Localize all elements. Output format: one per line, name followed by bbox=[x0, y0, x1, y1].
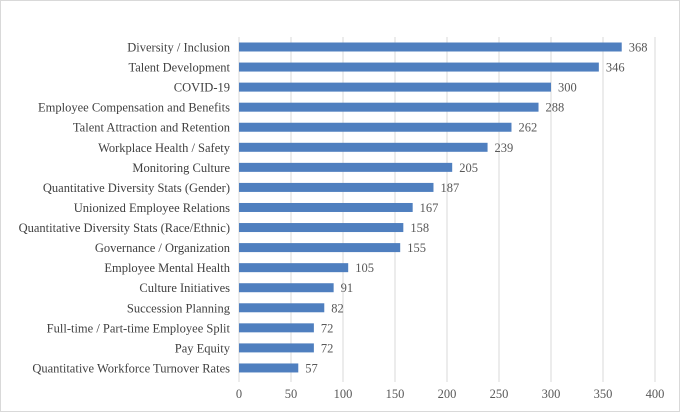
category-label-succession-planning: Succession Planning bbox=[127, 301, 231, 315]
category-labels: Diversity / Inclusion Talent Development C… bbox=[19, 41, 231, 376]
category-label-talent-attraction-and-retention: Talent Attraction and Retention bbox=[73, 121, 231, 135]
x-tick-label-300: 300 bbox=[542, 387, 561, 401]
x-axis-tick-labels: 0 50 100 150 200 250 300 350 400 bbox=[236, 387, 665, 401]
gridlines bbox=[238, 37, 656, 382]
category-label-employee-compensation-and-benefits: Employee Compensation and Benefits bbox=[38, 101, 230, 115]
data-label-quantitative-diversity-stats-race-ethnic: 158 bbox=[410, 221, 429, 235]
category-label-unionized-employee-relations: Unionized Employee Relations bbox=[74, 201, 230, 215]
x-tick-label-100: 100 bbox=[334, 387, 353, 401]
data-label-employee-compensation-and-benefits: 288 bbox=[546, 101, 565, 115]
category-label-quantitative-diversity-stats-race-ethnic: Quantitative Diversity Stats (Race/Ethni… bbox=[19, 221, 230, 235]
bar-talent-development bbox=[239, 62, 599, 72]
x-tick-label-400: 400 bbox=[646, 387, 665, 401]
category-label-governance-organization: Governance / Organization bbox=[95, 241, 231, 255]
category-label-culture-initiatives: Culture Initiatives bbox=[139, 281, 230, 295]
data-label-monitoring-culture: 205 bbox=[459, 161, 478, 175]
category-label-covid-19: COVID-19 bbox=[174, 81, 230, 95]
bar-monitoring-culture bbox=[239, 162, 453, 172]
bar-workplace-health-safety bbox=[239, 142, 488, 152]
category-label-full-time-part-time-employee-split: Full-time / Part-time Employee Split bbox=[47, 321, 231, 335]
data-label-full-time-part-time-employee-split: 72 bbox=[321, 321, 334, 335]
bars bbox=[239, 42, 622, 373]
bar-covid-19 bbox=[239, 82, 551, 92]
category-label-monitoring-culture: Monitoring Culture bbox=[132, 161, 230, 175]
x-tick-label-150: 150 bbox=[386, 387, 405, 401]
data-label-talent-attraction-and-retention: 262 bbox=[518, 121, 537, 135]
category-label-workplace-health-safety: Workplace Health / Safety bbox=[98, 141, 231, 155]
x-tick-label-200: 200 bbox=[438, 387, 457, 401]
bar-quantitative-diversity-stats-race-ethnic bbox=[239, 223, 404, 233]
category-label-pay-equity: Pay Equity bbox=[175, 341, 231, 355]
category-label-diversity-inclusion: Diversity / Inclusion bbox=[127, 41, 231, 55]
data-label-employee-mental-health: 105 bbox=[355, 261, 374, 275]
x-tick-label-0: 0 bbox=[236, 387, 242, 401]
data-label-governance-organization: 155 bbox=[407, 241, 426, 255]
data-label-talent-development: 346 bbox=[606, 61, 625, 75]
category-label-quantitative-workforce-turnover-rates: Quantitative Workforce Turnover Rates bbox=[32, 361, 230, 375]
data-label-succession-planning: 82 bbox=[331, 301, 344, 315]
category-label-employee-mental-health: Employee Mental Health bbox=[104, 261, 230, 275]
bar-diversity-inclusion bbox=[239, 42, 622, 52]
data-label-quantitative-workforce-turnover-rates: 57 bbox=[305, 361, 318, 375]
category-label-quantitative-diversity-stats-gender: Quantitative Diversity Stats (Gender) bbox=[43, 181, 230, 195]
data-label-quantitative-diversity-stats-gender: 187 bbox=[440, 181, 459, 195]
bar-employee-compensation-and-benefits bbox=[239, 102, 539, 112]
data-label-covid-19: 300 bbox=[558, 81, 577, 95]
bar-talent-attraction-and-retention bbox=[239, 122, 512, 132]
bar-quantitative-workforce-turnover-rates bbox=[239, 363, 299, 373]
bar-employee-mental-health bbox=[239, 263, 349, 273]
data-label-workplace-health-safety: 239 bbox=[495, 141, 514, 155]
bar-unionized-employee-relations bbox=[239, 202, 413, 212]
data-label-culture-initiatives: 91 bbox=[341, 281, 354, 295]
data-label-unionized-employee-relations: 167 bbox=[420, 201, 439, 215]
bar-governance-organization bbox=[239, 243, 401, 253]
data-label-diversity-inclusion: 368 bbox=[629, 41, 648, 55]
bar-full-time-part-time-employee-split bbox=[239, 323, 314, 333]
bar-quantitative-diversity-stats-gender bbox=[239, 182, 434, 192]
x-tick-label-250: 250 bbox=[490, 387, 509, 401]
bar-culture-initiatives bbox=[239, 283, 334, 293]
x-tick-label-350: 350 bbox=[594, 387, 613, 401]
x-tick-label-50: 50 bbox=[285, 387, 298, 401]
bar-succession-planning bbox=[239, 303, 325, 313]
data-label-pay-equity: 72 bbox=[321, 341, 334, 355]
bar-pay-equity bbox=[239, 343, 314, 353]
category-label-talent-development: Talent Development bbox=[128, 61, 230, 75]
